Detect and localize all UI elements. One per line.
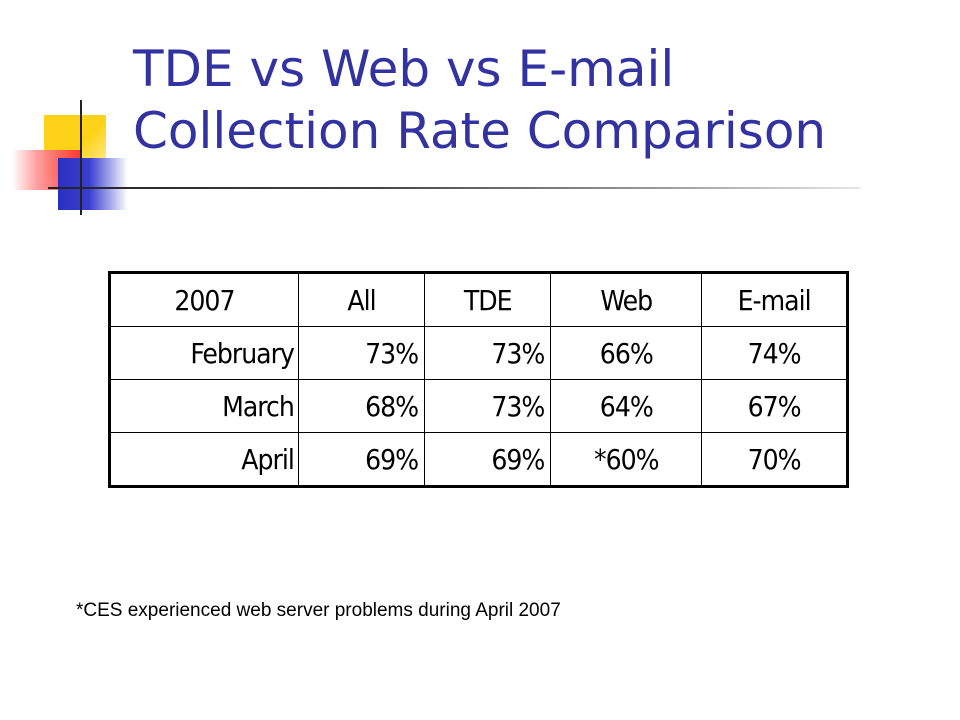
header-tde: TDE — [424, 272, 552, 327]
row-month: April — [109, 432, 299, 487]
cell-tde: 73% — [424, 379, 552, 433]
cell-web: *60% — [550, 432, 703, 487]
footnote: *CES experienced web server problems dur… — [76, 600, 561, 621]
decorative-vertical-line — [80, 100, 82, 215]
collection-rate-table: 2007 All TDE Web E-mail February 73% 73%… — [108, 271, 849, 488]
header-web: Web — [550, 272, 703, 327]
header-all: All — [297, 272, 426, 327]
cell-email: 67% — [701, 379, 848, 433]
row-month: February — [109, 326, 299, 380]
header-year: 2007 — [109, 272, 299, 327]
slide-title: TDE vs Web vs E-mail Collection Rate Com… — [133, 38, 933, 162]
cell-email: 70% — [701, 432, 848, 487]
cell-email: 74% — [701, 326, 848, 380]
slide-title-line-2: Collection Rate Comparison — [133, 102, 827, 160]
table-row: February 73% 73% 66% 74% — [109, 326, 848, 380]
cell-web: 66% — [550, 326, 703, 380]
cell-tde: 73% — [424, 326, 552, 380]
cell-tde: 69% — [424, 432, 552, 487]
decorative-blue-square — [58, 158, 128, 210]
table-row: April 69% 69% *60% 70% — [109, 432, 848, 487]
title-underline — [48, 187, 860, 189]
cell-all: 73% — [297, 326, 426, 380]
header-email: E-mail — [701, 272, 848, 327]
cell-all: 69% — [297, 432, 426, 487]
cell-web: 64% — [550, 379, 703, 433]
slide-title-line-1: TDE vs Web vs E-mail — [133, 40, 675, 98]
cell-all: 68% — [297, 379, 426, 433]
table-row: March 68% 73% 64% 67% — [109, 379, 848, 433]
row-month: March — [109, 379, 299, 433]
table-header-row: 2007 All TDE Web E-mail — [109, 272, 848, 327]
